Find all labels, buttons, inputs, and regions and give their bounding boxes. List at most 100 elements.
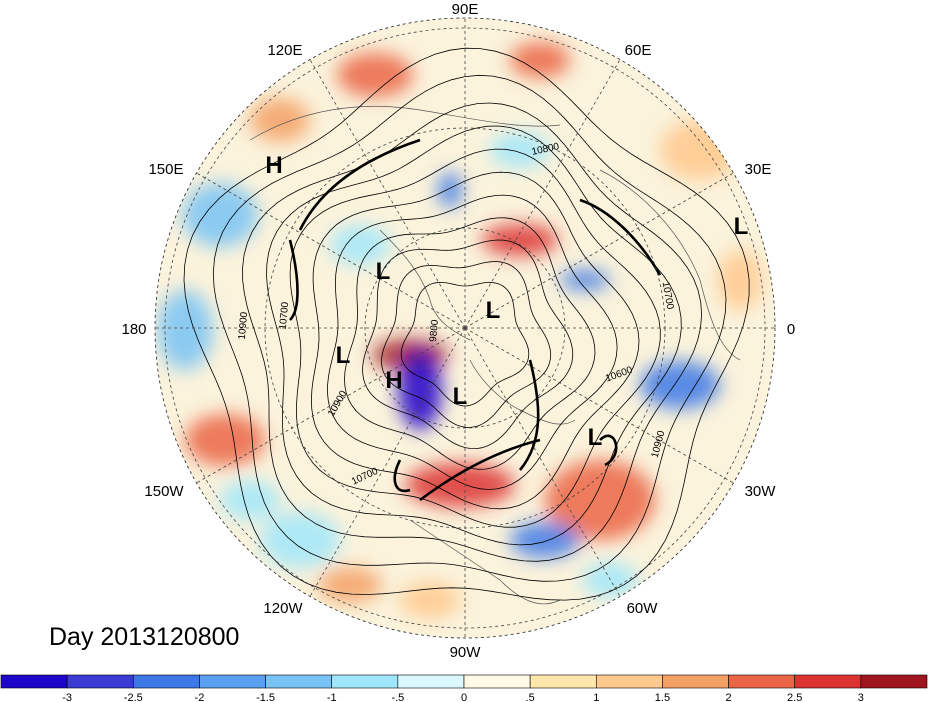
- latitude-circle: [164, 27, 766, 629]
- map-boundary: [154, 17, 776, 639]
- colorbar-label: -2.5: [124, 692, 143, 702]
- jet-contour: [419, 438, 541, 502]
- contour-label: 10700: [660, 281, 676, 311]
- colorbar-swatch: [199, 674, 266, 689]
- height-contour: [266, 125, 682, 546]
- latitude-circle: [364, 227, 566, 429]
- low-center: L: [336, 342, 351, 369]
- meridian: [196, 172, 466, 329]
- meridian: [464, 59, 621, 329]
- lon-label-30e: 30E: [745, 161, 772, 178]
- height-contour: [310, 171, 640, 510]
- contour-label: 10700: [278, 301, 291, 330]
- anomaly-blob: [220, 480, 280, 520]
- colorbar-label: -3: [62, 692, 72, 702]
- colorbar-swatch: [595, 674, 663, 689]
- anomaly-blob: [545, 460, 655, 540]
- anomaly-blob: [510, 42, 570, 78]
- height-contour: [289, 148, 661, 528]
- coastline: [379, 229, 471, 341]
- longitude-labels: 90E 60E 30E 0 30W 60W 90W 120W 150W 180 …: [121, 1, 795, 661]
- anomaly-blob: [185, 414, 265, 466]
- anomaly-blob: [718, 250, 762, 310]
- colorbar-label: -2: [195, 692, 205, 702]
- colorbar-swatch: [794, 674, 862, 689]
- colorbar-swatch: [265, 674, 333, 689]
- anomaly-blob: [182, 183, 258, 247]
- colorbar-swatch: [860, 674, 928, 689]
- colorbar-swatch: [728, 674, 796, 689]
- colorbar-label: -1: [327, 692, 337, 702]
- anomaly-blob: [405, 463, 515, 507]
- meridian: [464, 327, 621, 597]
- anomaly-blob: [157, 290, 213, 370]
- colorbar: -3 -2.5 -2 -1.5 -1 -.5 0 .5 1 1.5 2 2.5 3: [0, 674, 928, 702]
- anomaly-blob: [582, 562, 638, 598]
- colorbar-label: -1.5: [256, 692, 275, 702]
- height-contour: [381, 261, 552, 428]
- lon-label-0: 0: [787, 321, 795, 338]
- coastline: [409, 519, 561, 605]
- colorbar-label: 3: [858, 692, 864, 702]
- lon-label-150w: 150W: [144, 483, 184, 500]
- meridian: [464, 327, 734, 484]
- colorbar-swatch: [132, 674, 200, 689]
- meridian: [464, 172, 734, 329]
- anomaly-blob: [250, 98, 310, 142]
- colorbar-swatch: [66, 674, 134, 689]
- anomaly-blob: [330, 225, 390, 265]
- lon-label-180: 180: [121, 321, 146, 338]
- coastlines: [249, 105, 741, 605]
- lon-label-120e: 120E: [267, 42, 302, 59]
- colorbar-label: 2: [726, 692, 732, 702]
- anomaly-blob: [482, 224, 558, 256]
- contour-label: 9800: [428, 319, 441, 343]
- jet-contour: [298, 138, 421, 231]
- anomaly-blob: [660, 120, 740, 180]
- anomaly-blob: [438, 172, 462, 208]
- jet-contour: [599, 434, 618, 467]
- latitude-circle: [264, 127, 666, 529]
- anomaly-blob: [318, 567, 382, 603]
- lon-label-60e: 60E: [625, 42, 652, 59]
- height-contour: [327, 194, 618, 490]
- anomaly-blobs: [157, 42, 762, 618]
- low-center: L: [376, 258, 391, 285]
- pressure-centers: H L L L L H L L: [265, 152, 748, 451]
- height-contour: [362, 239, 574, 450]
- contour-label: 10900: [237, 311, 250, 340]
- lon-label-120w: 120W: [263, 600, 303, 617]
- meridian: [196, 327, 466, 484]
- graticule: [155, 18, 775, 638]
- colorbar-swatch: [662, 674, 729, 689]
- height-contour: [183, 47, 750, 601]
- anomaly-blob: [640, 361, 720, 409]
- low-center: L: [734, 213, 749, 240]
- height-contour: [400, 281, 530, 407]
- anomaly-blob: [510, 522, 580, 558]
- high-center: H: [265, 152, 282, 179]
- coastline: [469, 359, 576, 425]
- anomaly-blob: [400, 582, 460, 618]
- low-center: L: [588, 424, 603, 451]
- colorbar-swatch: [0, 674, 68, 689]
- lon-label-30w: 30W: [745, 483, 777, 500]
- height-contours: [183, 47, 750, 601]
- low-center: L: [486, 297, 501, 324]
- jet-contours: [288, 138, 662, 502]
- anomaly-blob: [560, 270, 610, 290]
- lon-label-60w: 60W: [627, 600, 659, 617]
- colorbar-label: .5: [526, 692, 535, 702]
- contour-labels: 10800 10700 10900 10700 9800 10600 10900…: [237, 141, 676, 487]
- colorbar-swatch: [331, 674, 399, 689]
- low-center: L: [453, 383, 468, 410]
- high-center: H: [385, 367, 402, 394]
- height-contour: [212, 74, 727, 582]
- jet-contour: [519, 359, 540, 471]
- colorbar-label: 0: [461, 692, 467, 702]
- lon-label-90w: 90W: [450, 644, 482, 661]
- colorbar-swatch: [397, 674, 465, 689]
- colorbar-label: 1.5: [655, 692, 670, 702]
- colorbar-label: 1: [593, 692, 599, 702]
